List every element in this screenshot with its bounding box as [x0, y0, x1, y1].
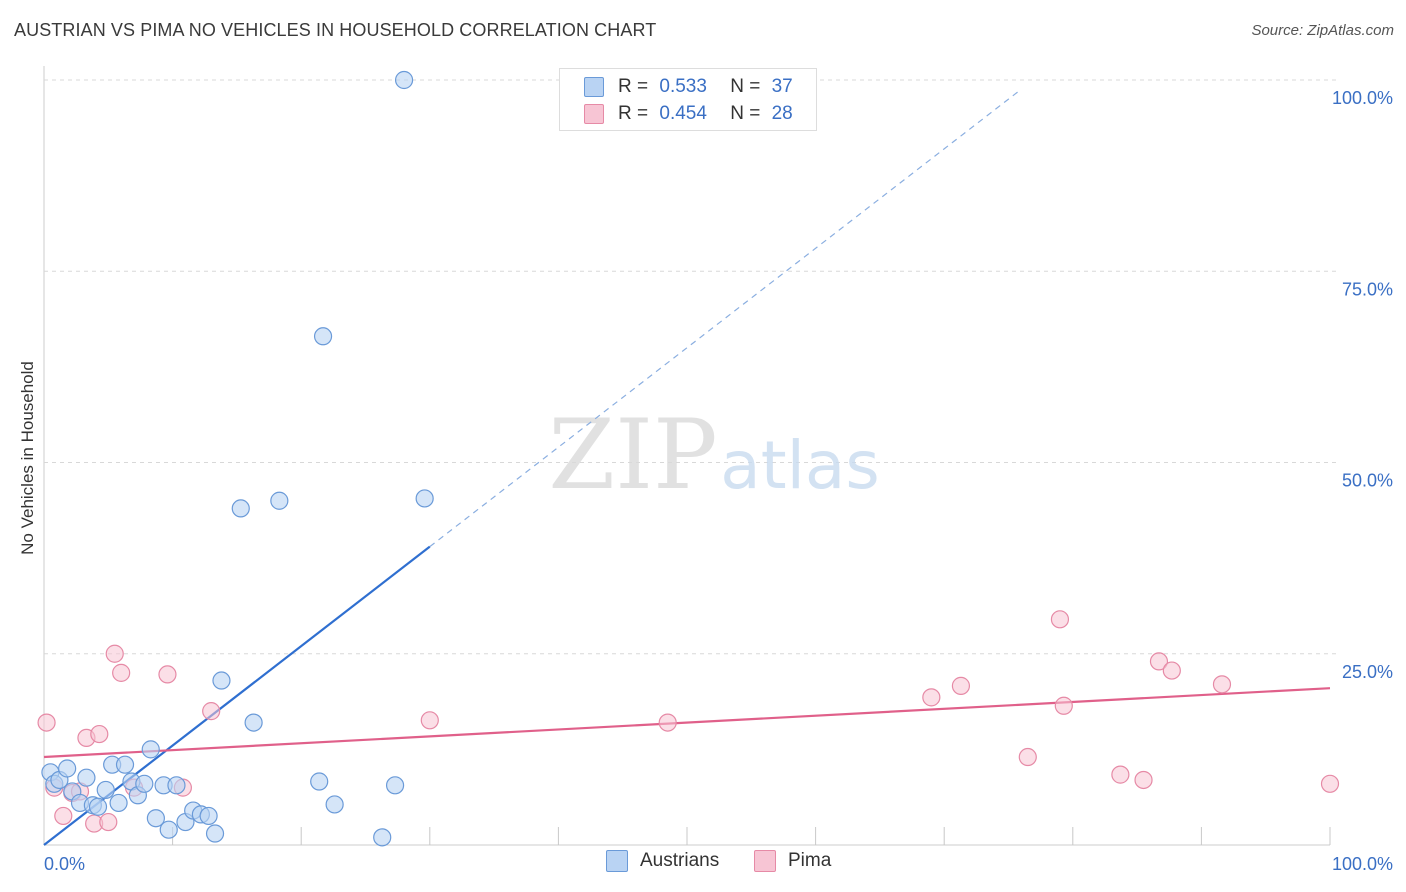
data-point-pima	[37, 713, 56, 732]
data-point-pima	[202, 702, 221, 721]
legend-n-label: N =	[730, 76, 761, 97]
y-tick-label: 50.0%	[1342, 471, 1393, 491]
data-point-austrians	[159, 820, 178, 839]
legend-n-label: N =	[730, 103, 761, 124]
legend-swatch-pima	[754, 850, 776, 872]
chart-title: AUSTRIAN VS PIMA NO VEHICLES IN HOUSEHOL…	[14, 20, 657, 40]
trend-extension-austrians	[429, 88, 1022, 548]
data-point-pima	[420, 711, 439, 730]
data-point-austrians	[244, 713, 263, 732]
data-point-austrians	[88, 797, 108, 816]
y-tick-label: 25.0%	[1342, 662, 1393, 682]
legend-r-label: R =	[618, 103, 649, 124]
data-point-pima	[658, 713, 677, 732]
series-legend: Austrians Pima	[0, 850, 1406, 878]
data-point-austrians	[115, 755, 135, 774]
data-point-pima	[105, 644, 124, 663]
data-point-pima	[90, 724, 109, 744]
legend-r-label: R =	[618, 76, 649, 97]
y-axis-label: No Vehicles in Household	[18, 361, 37, 555]
data-point-pima	[54, 806, 73, 826]
data-point-austrians	[199, 806, 218, 826]
legend-swatch-austrians	[606, 850, 628, 872]
watermark-zip: ZIP	[548, 399, 717, 511]
data-points	[37, 70, 1340, 847]
x-tick-labels: 0.0% 100.0%	[44, 854, 1393, 874]
watermark-atlas: atlas	[720, 427, 880, 504]
data-point-austrians	[385, 776, 405, 795]
data-point-pima	[1111, 765, 1130, 784]
legend-item-austrians[interactable]: Austrians	[606, 850, 719, 872]
data-point-austrians	[415, 489, 434, 508]
legend-swatch-pima	[584, 104, 604, 124]
data-point-pima	[1320, 774, 1340, 793]
legend-n-value: 28	[771, 103, 793, 124]
data-point-pima	[951, 676, 971, 695]
trend-line-pima	[43, 687, 1331, 759]
data-point-austrians	[394, 70, 414, 90]
data-point-pima	[1054, 696, 1073, 715]
legend-r-value: 0.454	[659, 103, 707, 124]
legend-n-value: 37	[771, 76, 793, 97]
x-tick-label-min: 0.0%	[44, 854, 85, 874]
legend-label-austrians: Austrians	[640, 850, 720, 871]
data-point-austrians	[135, 774, 154, 793]
data-point-pima	[158, 665, 177, 684]
legend-swatch-austrians	[584, 77, 604, 97]
legend-label-pima: Pima	[788, 850, 832, 871]
data-point-austrians	[212, 671, 231, 690]
data-point-austrians	[96, 780, 115, 800]
data-point-austrians	[146, 809, 165, 828]
data-point-pima	[1212, 675, 1232, 694]
data-point-austrians	[373, 828, 392, 847]
data-point-austrians	[109, 793, 128, 813]
data-point-austrians	[205, 824, 225, 843]
source-credit: Source: ZipAtlas.com	[1251, 22, 1394, 39]
data-point-austrians	[310, 772, 329, 791]
data-point-pima	[1134, 770, 1153, 790]
stats-legend: R = 0.533 N = 37 R = 0.454 N = 28	[559, 68, 817, 131]
data-point-austrians	[270, 491, 289, 510]
data-point-pima	[1018, 747, 1037, 767]
legend-stats-austrians: R = 0.533 N = 37	[618, 76, 793, 98]
y-tick-labels: 25.0% 50.0% 75.0% 100.0%	[1332, 88, 1393, 682]
x-tick-label-max: 100.0%	[1332, 854, 1393, 874]
data-point-pima	[1050, 610, 1070, 629]
watermark: ZIP atlas	[548, 399, 879, 511]
data-point-austrians	[231, 499, 250, 518]
data-point-austrians	[313, 327, 333, 346]
legend-r-value: 0.533	[659, 76, 707, 97]
data-point-austrians	[141, 740, 160, 759]
y-tick-label: 75.0%	[1342, 279, 1393, 299]
data-point-austrians	[77, 768, 96, 787]
data-point-pima	[1162, 661, 1181, 680]
data-point-pima	[112, 663, 131, 682]
data-point-austrians	[167, 776, 186, 795]
data-point-pima	[99, 812, 118, 832]
legend-item-pima[interactable]: Pima	[754, 850, 831, 872]
data-point-pima	[1149, 652, 1169, 671]
data-point-austrians	[58, 759, 77, 778]
data-point-pima	[922, 688, 941, 707]
data-point-austrians	[325, 795, 344, 814]
legend-stats-pima: R = 0.454 N = 28	[618, 103, 793, 125]
y-tick-label: 100.0%	[1332, 88, 1393, 108]
